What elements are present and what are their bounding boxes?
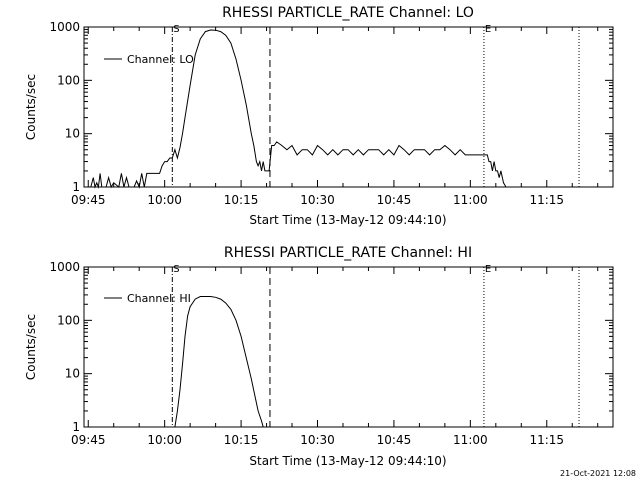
y-tick-label: 1000 [49, 260, 80, 274]
x-axis-label-lo: Start Time (13-May-12 09:44:10) [249, 213, 446, 227]
x-tick-label: 10:45 [377, 433, 412, 447]
x-tick-label: 10:30 [300, 433, 335, 447]
y-tick-label: 1000 [49, 20, 80, 34]
y-axis-label-lo: Counts/sec [24, 74, 38, 140]
x-tick-label: 10:00 [147, 193, 182, 207]
x-tick-label: 11:15 [529, 193, 564, 207]
x-tick-label: 09:45 [71, 433, 106, 447]
chart-title-lo: RHESSI PARTICLE_RATE Channel: LO [222, 5, 474, 21]
marker-label: S [173, 264, 179, 275]
marker-label: E [485, 24, 491, 35]
marker-label: S [173, 24, 179, 35]
plot-frame-hi [83, 266, 614, 428]
timestamp-label: 21-Oct-2021 12:08 [560, 469, 636, 478]
legend-label-lo: Channel: LO [127, 53, 194, 66]
series-line-lo [90, 29, 507, 189]
chart-title-hi: RHESSI PARTICLE_RATE Channel: HI [224, 245, 472, 261]
x-tick-label: 10:00 [147, 433, 182, 447]
x-tick-label: 11:00 [453, 433, 488, 447]
x-tick-label: 11:00 [453, 193, 488, 207]
x-tick-label: 10:45 [377, 193, 412, 207]
x-axis-label-hi: Start Time (13-May-12 09:44:10) [249, 454, 446, 468]
y-tick-label: 100 [57, 73, 80, 87]
x-tick-label: 11:15 [529, 433, 564, 447]
y-tick-label: 10 [65, 127, 80, 141]
axes-lo: 09:45 10:00 10:15 10:30 10:45 11:00 11:15 1 10 10… [49, 20, 613, 207]
y-tick-label: 10 [65, 367, 80, 381]
chart-hi: RHESSI PARTICLE_RATE Channel: HI 09:45 10… [24, 245, 614, 468]
series-line-hi [174, 296, 264, 428]
y-tick-label: 100 [57, 313, 80, 327]
x-tick-label: 10:30 [300, 193, 335, 207]
plot-frame-lo [83, 26, 614, 188]
axes-hi: 09:45 10:00 10:15 10:30 10:45 11:00 11:15 1 10 10… [49, 260, 613, 447]
x-tick-label: 10:15 [224, 433, 259, 447]
marker-label: E [485, 264, 491, 275]
x-tick-label: 09:45 [71, 193, 106, 207]
legend-label-hi: Channel: HI [127, 292, 191, 305]
y-tick-label: 1 [72, 180, 80, 194]
y-tick-label: 1 [72, 420, 80, 434]
y-axis-label-hi: Counts/sec [24, 314, 38, 380]
x-tick-label: 10:15 [224, 193, 259, 207]
chart-lo: RHESSI PARTICLE_RATE Channel: LO 09:45 10… [24, 5, 614, 227]
